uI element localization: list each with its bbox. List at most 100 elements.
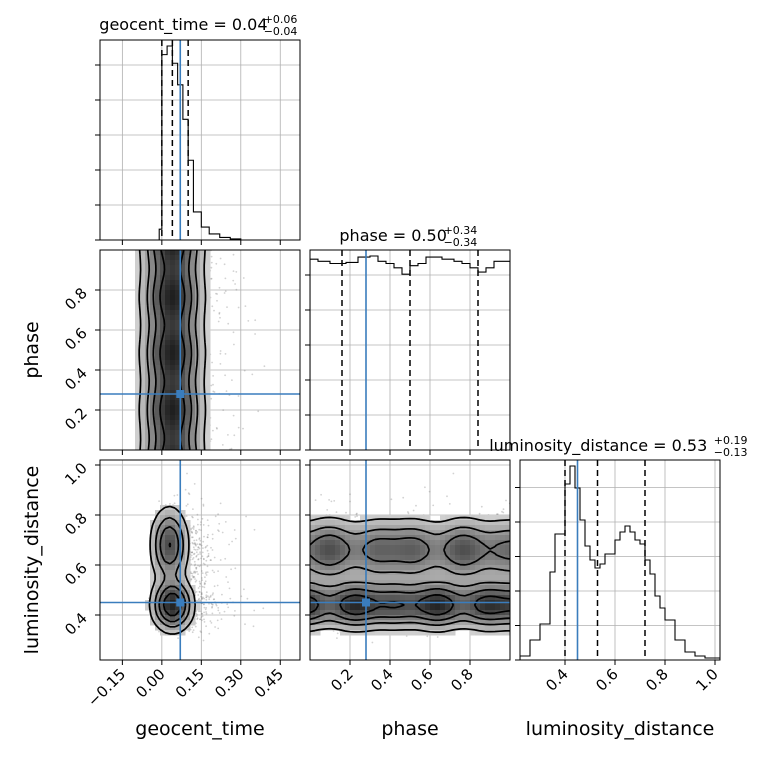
sample-point <box>173 494 176 497</box>
density-cell <box>155 265 161 271</box>
sample-point <box>328 499 330 501</box>
sample-point <box>196 513 199 516</box>
density-cell <box>175 320 181 326</box>
density-cell <box>170 425 176 431</box>
sample-point <box>210 261 213 264</box>
density-cell <box>185 620 191 626</box>
density-cell <box>185 405 191 411</box>
sample-point <box>199 551 202 554</box>
density-cell <box>145 265 151 271</box>
density-cell <box>170 415 176 421</box>
sample-point <box>209 594 212 597</box>
sample-point <box>237 306 240 309</box>
density-cell <box>190 280 196 286</box>
sample-point <box>219 502 222 505</box>
sample-point <box>198 591 201 593</box>
sample-point <box>193 553 195 556</box>
density-cell <box>190 260 196 266</box>
sample-point <box>496 513 498 516</box>
density-cell <box>180 630 186 636</box>
sample-point <box>210 266 213 269</box>
geocent-phase-density <box>135 250 211 450</box>
sample-point <box>237 395 240 397</box>
density-cell <box>190 585 196 591</box>
sample-point <box>502 508 505 511</box>
sample-point <box>201 612 204 615</box>
sample-point <box>204 608 207 611</box>
sample-point <box>198 528 201 531</box>
sample-point <box>202 524 205 526</box>
sample-point <box>336 632 339 635</box>
sample-point <box>354 516 357 518</box>
sample-point <box>253 609 256 612</box>
density-cell <box>175 290 181 296</box>
sample-point <box>193 548 196 551</box>
density-cell <box>175 430 181 436</box>
density-cell <box>150 305 156 311</box>
sample-point <box>194 571 197 574</box>
density-cell <box>170 510 176 516</box>
density-cell <box>165 405 171 411</box>
sample-point <box>223 610 226 613</box>
density-cell <box>170 370 176 376</box>
density-cell <box>200 350 206 356</box>
density-cell <box>200 395 206 401</box>
sample-point <box>210 559 212 561</box>
sample-point <box>199 618 202 620</box>
density-cell <box>170 365 176 371</box>
sample-point <box>226 603 229 606</box>
sample-point <box>201 579 204 581</box>
density-cell <box>180 415 186 421</box>
density-cell <box>135 435 141 441</box>
density-cell <box>165 595 171 601</box>
density-cell <box>195 310 201 316</box>
density-cell <box>140 405 146 411</box>
density-cell <box>175 405 181 411</box>
density-cell <box>170 420 176 426</box>
density-cell <box>155 510 161 516</box>
density-cell <box>150 400 156 406</box>
density-cell <box>185 445 191 450</box>
density-cell <box>170 430 176 436</box>
density-cell <box>140 400 146 406</box>
density-cell <box>150 325 156 331</box>
density-cell <box>135 330 141 336</box>
density-cell <box>150 310 156 316</box>
density-cell <box>205 345 211 351</box>
sample-point <box>219 350 222 352</box>
sample-point <box>176 494 179 496</box>
density-cell <box>150 550 156 556</box>
sample-point <box>199 618 202 621</box>
sample-point <box>247 320 250 322</box>
sample-point <box>193 542 196 545</box>
sample-point <box>200 591 203 594</box>
density-cell <box>185 350 191 356</box>
sample-point <box>212 390 215 393</box>
density-cell <box>155 390 161 396</box>
density-cell <box>185 320 191 326</box>
density-cell <box>165 370 171 376</box>
density-cell <box>205 265 211 271</box>
sample-point <box>197 564 199 567</box>
density-cell <box>150 330 156 336</box>
density-cell <box>155 285 161 291</box>
sample-point <box>210 438 213 441</box>
density-cell <box>205 410 211 416</box>
density-cell <box>160 540 166 546</box>
sample-point <box>212 375 215 377</box>
sample-point <box>193 571 195 574</box>
sample-point <box>190 530 193 533</box>
density-cell <box>185 345 191 351</box>
density-cell <box>180 575 186 581</box>
sample-point <box>213 391 216 393</box>
sample-point <box>196 548 199 551</box>
sample-point <box>212 592 215 594</box>
density-cell <box>150 275 156 281</box>
sample-point <box>407 511 409 513</box>
density-cell <box>180 585 186 591</box>
density-cell <box>160 285 166 291</box>
density-cell <box>155 415 161 421</box>
density-cell <box>165 530 171 536</box>
sample-point <box>402 496 405 499</box>
density-cell <box>185 615 191 621</box>
